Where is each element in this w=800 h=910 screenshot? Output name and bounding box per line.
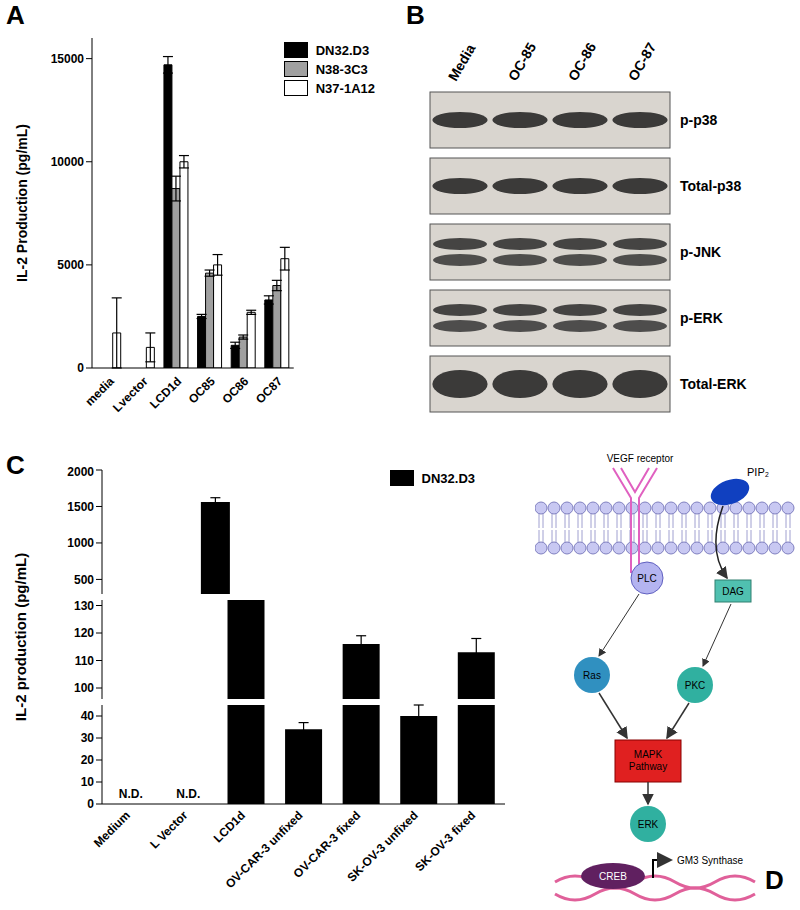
svg-text:5000: 5000 — [57, 258, 84, 272]
svg-text:2000: 2000 — [67, 465, 94, 479]
svg-text:Total-p38: Total-p38 — [680, 178, 741, 194]
svg-text:OC85: OC85 — [186, 374, 218, 406]
html-text:D: D — [765, 865, 784, 895]
svg-text:10: 10 — [81, 775, 95, 789]
svg-text:IL-2 Production (pg/mL): IL-2 Production (pg/mL) — [14, 124, 30, 282]
svg-text:L Vector: L Vector — [147, 808, 190, 851]
svg-text:Pathway: Pathway — [629, 761, 667, 772]
svg-text:0: 0 — [87, 797, 94, 811]
svg-text:GM3 Synthase: GM3 Synthase — [677, 855, 744, 866]
html-text:B: B — [406, 0, 425, 30]
svg-text:SK-OV-3 fixed: SK-OV-3 fixed — [412, 808, 478, 874]
svg-text:20: 20 — [81, 753, 95, 767]
html-text:C: C — [6, 450, 25, 480]
svg-text:DAG: DAG — [722, 586, 744, 597]
svg-text:p-ERK: p-ERK — [680, 310, 723, 326]
svg-text:30: 30 — [81, 731, 95, 745]
svg-text:ERK: ERK — [638, 819, 659, 830]
svg-text:CREB: CREB — [599, 871, 627, 882]
svg-text:1500: 1500 — [67, 500, 94, 514]
svg-text:0: 0 — [77, 361, 84, 375]
svg-text:Medium: Medium — [91, 808, 133, 850]
svg-text:N.D.: N.D. — [119, 787, 143, 801]
svg-text:VEGF receptor: VEGF receptor — [607, 453, 674, 464]
svg-text:p-JNK: p-JNK — [680, 244, 721, 260]
svg-text:100: 100 — [74, 681, 94, 695]
svg-text:MAPK: MAPK — [634, 749, 663, 760]
svg-text:OV-CAR-3 unfixed: OV-CAR-3 unfixed — [223, 808, 306, 891]
svg-text:OC-85: OC-85 — [505, 40, 540, 84]
svg-text:500: 500 — [74, 573, 94, 587]
svg-text:N.D.: N.D. — [176, 787, 200, 801]
html-text:A: A — [6, 0, 25, 30]
svg-text:PIP₂: PIP₂ — [747, 466, 769, 478]
svg-text:LCD1d: LCD1d — [147, 374, 184, 411]
svg-text:OC87: OC87 — [253, 374, 285, 406]
svg-text:Media: Media — [445, 41, 479, 84]
svg-text:OV-CAR-3 fixed: OV-CAR-3 fixed — [290, 808, 364, 881]
html-text:N37-1A12: N37-1A12 — [315, 80, 375, 96]
html-text:N38-3C3: N38-3C3 — [315, 61, 368, 77]
svg-text:media: media — [82, 374, 117, 409]
svg-text:p-p38: p-p38 — [680, 112, 718, 128]
svg-text:PKC: PKC — [685, 680, 706, 691]
svg-text:1000: 1000 — [67, 536, 94, 550]
svg-text:10000: 10000 — [51, 155, 85, 169]
svg-text:Total-ERK: Total-ERK — [680, 376, 747, 392]
html-text:DN32.D3: DN32.D3 — [315, 42, 370, 58]
svg-text:40: 40 — [81, 709, 95, 723]
svg-text:SK-OV-3 unfixed: SK-OV-3 unfixed — [344, 808, 420, 884]
svg-text:Ras: Ras — [583, 670, 601, 681]
html-text:DN32.D3: DN32.D3 — [421, 470, 475, 486]
svg-text:Lvector: Lvector — [110, 374, 151, 415]
svg-text:OC86: OC86 — [219, 374, 251, 406]
svg-text:15000: 15000 — [51, 52, 85, 66]
svg-text:IL-2 production (pg/mL): IL-2 production (pg/mL) — [12, 553, 29, 721]
svg-text:110: 110 — [75, 654, 95, 668]
svg-text:OC-86: OC-86 — [565, 40, 600, 84]
svg-text:130: 130 — [74, 599, 94, 613]
svg-text:LCD1d: LCD1d — [211, 808, 248, 845]
svg-text:120: 120 — [74, 626, 94, 640]
svg-text:PLC: PLC — [637, 573, 656, 584]
svg-text:OC-87: OC-87 — [625, 40, 660, 84]
